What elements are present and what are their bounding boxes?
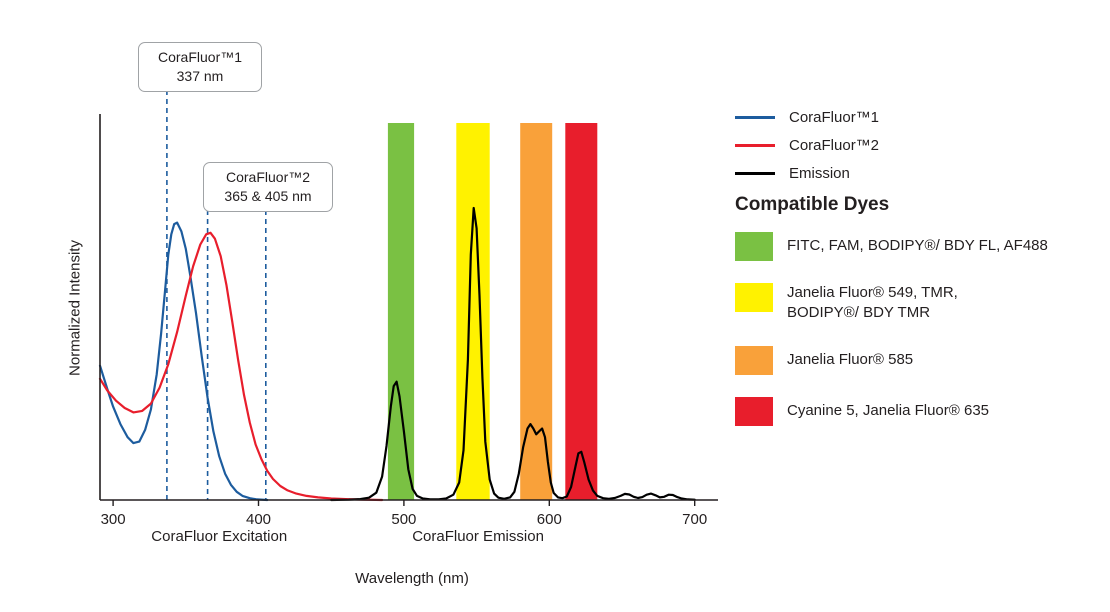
x-section-label-excitation: CoraFluor Excitation: [151, 528, 288, 545]
legend-item-label: Emission: [789, 164, 850, 182]
legend-line-swatch: [735, 143, 775, 147]
green-band: [387, 123, 415, 500]
callout-corafluor1-value: 337 nm: [176, 67, 224, 84]
compatible-dyes-title: Compatible Dyes: [735, 194, 890, 215]
dye-label: Janelia Fluor® 585: [787, 350, 914, 368]
legend-item-label: CoraFluor™1: [789, 108, 880, 126]
y-axis-label: Normalized Intensity: [66, 240, 84, 376]
dye-color-swatch: [735, 396, 773, 426]
legend: CoraFluor™1 CoraFluor™2 Emission Compatibl…: [735, 108, 1100, 448]
red-band: [565, 123, 598, 500]
dye-item: Cyanine 5, Janelia Fluor® 635: [735, 396, 1100, 426]
callout-corafluor2-title: CoraFluor™2: [225, 169, 311, 185]
dye-color-swatch: [735, 283, 773, 312]
compatible-dyes-list: FITC, FAM, BODIPY®/ BDY FL, AF488 Janelia…: [735, 232, 1100, 426]
dye-color-swatch: [735, 232, 773, 261]
dye-label: Cyanine 5, Janelia Fluor® 635: [787, 401, 990, 419]
callout-corafluor1-title: CoraFluor™1: [157, 49, 243, 65]
dye-color-swatch: [735, 345, 773, 375]
legend-line-swatch: [735, 115, 775, 119]
x-tick-label: 500: [391, 511, 416, 528]
x-tick-label: 400: [246, 511, 271, 528]
curve-emission: [330, 206, 696, 502]
dye-item: FITC, FAM, BODIPY®/ BDY FL, AF488: [735, 232, 1100, 261]
legend-item: CoraFluor™2: [735, 136, 1100, 154]
x-tick-label: 300: [101, 511, 126, 528]
callout-corafluor2-value: 365 & 405 nm: [224, 187, 312, 204]
legend-item: Emission: [735, 164, 1100, 182]
legend-series-list: CoraFluor™1 CoraFluor™2 Emission: [735, 108, 1100, 182]
x-section-label-emission: CoraFluor Emission: [412, 528, 544, 545]
spectra-plot: 300 400 500 600 700: [98, 90, 718, 528]
curve-corafluor2-excitation: [98, 231, 384, 502]
x-axis-label: Wavelength (nm): [355, 570, 469, 587]
callout-corafluor1: CoraFluor™1 337 nm: [138, 42, 262, 92]
legend-item: CoraFluor™1: [735, 108, 1100, 126]
legend-line-swatch: [735, 171, 775, 175]
callout-corafluor2: CoraFluor™2 365 & 405 nm: [203, 162, 333, 212]
x-tick-label: 700: [682, 511, 707, 528]
dye-label: Janelia Fluor® 549, TMR, BODIPY®/ BDY TM…: [787, 284, 958, 322]
legend-item-label: CoraFluor™2: [789, 136, 880, 154]
dye-item: Janelia Fluor® 585: [735, 345, 1100, 375]
dye-item: Janelia Fluor® 549, TMR, BODIPY®/ BDY TM…: [735, 283, 1100, 324]
x-tick-label: 600: [537, 511, 562, 528]
dye-label: FITC, FAM, BODIPY®/ BDY FL, AF488: [787, 237, 1048, 255]
curve-corafluor1-excitation: [98, 221, 269, 502]
